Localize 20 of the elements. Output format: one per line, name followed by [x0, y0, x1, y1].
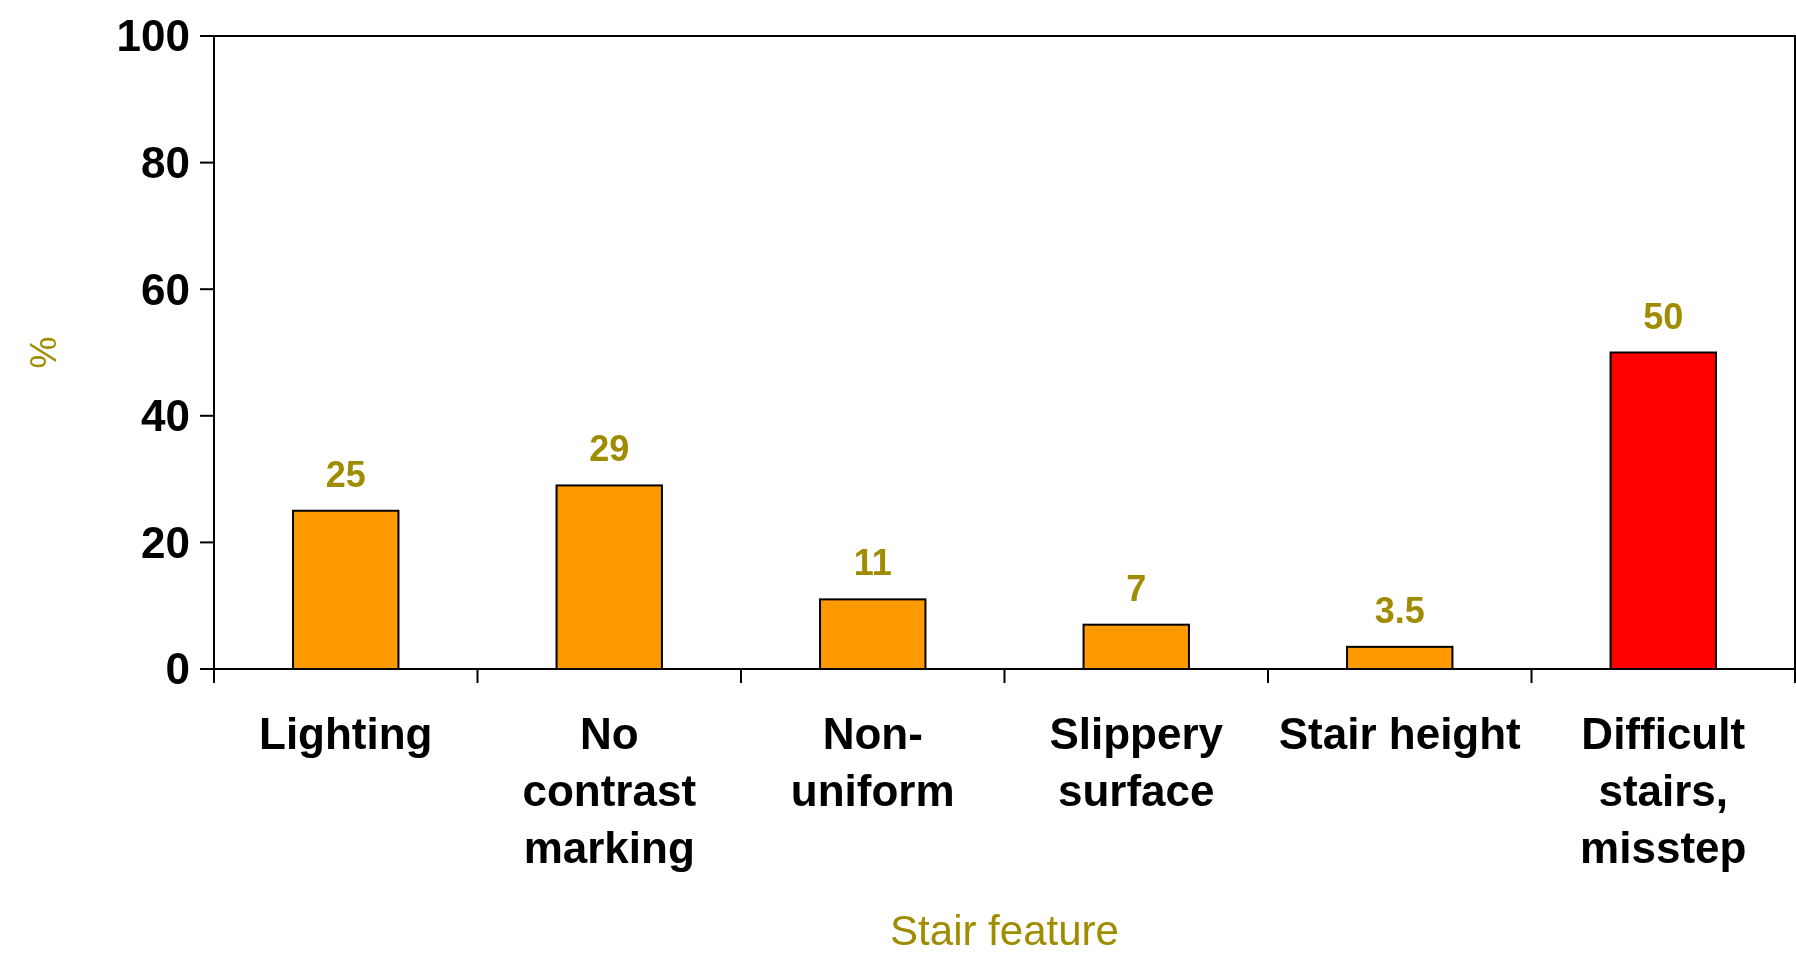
x-tick-label: Stair height	[1278, 709, 1522, 758]
data-label: 7	[1126, 567, 1147, 609]
data-label: 3.5	[1374, 589, 1425, 631]
y-axis-title: %	[22, 336, 63, 369]
y-tick-label: 20	[141, 517, 190, 567]
data-label: 50	[1643, 295, 1684, 337]
x-tick-label: Slippery surface	[1049, 709, 1224, 815]
x-tick-label: Non-uniform	[790, 709, 955, 815]
y-tick-label: 80	[141, 138, 190, 187]
data-label: 25	[325, 453, 366, 495]
data-label: 11	[853, 542, 892, 584]
y-tick-label: 100	[116, 11, 190, 61]
y-tick-label: 60	[141, 264, 190, 314]
x-axis-title: Stair feature	[890, 907, 1119, 953]
data-label: 29	[589, 428, 630, 470]
y-tick-label: 40	[141, 391, 190, 441]
x-tick-label: Difficult stairs, misstep	[1580, 709, 1747, 872]
x-tick-label: Lighting	[259, 709, 433, 758]
y-tick-label: 0	[165, 644, 190, 694]
x-tick-label: No contrast marking	[522, 709, 697, 872]
